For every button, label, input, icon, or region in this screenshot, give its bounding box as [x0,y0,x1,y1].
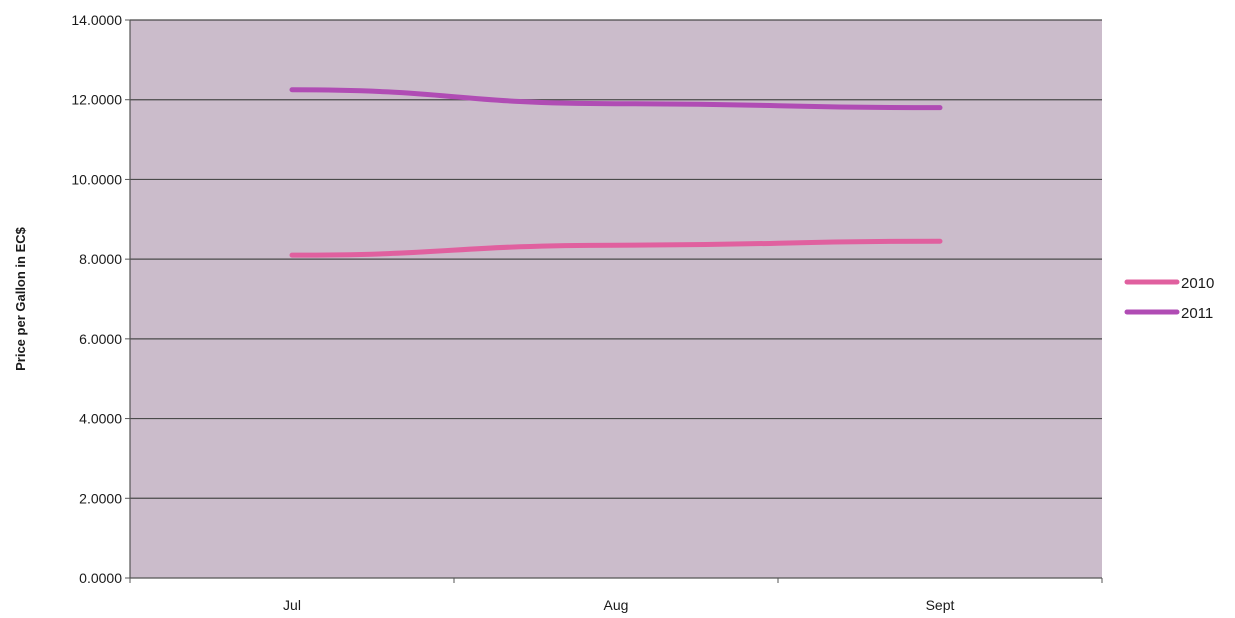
y-tick-label: 2.0000 [79,490,122,506]
x-axis-ticks: Jul Aug Sept [129,578,1103,613]
x-tick-label: Sept [926,597,955,613]
gridlines [130,19,1102,499]
series-line-2010 [289,238,943,258]
y-tick-label: 8.0000 [79,251,122,267]
legend-label-2010: 2010 [1181,275,1214,292]
y-tick-label: 14.0000 [71,12,122,28]
y-tick-label: 0.0000 [79,570,122,586]
x-tick-label: Aug [604,597,629,613]
y-tick-label: 6.0000 [79,331,122,347]
series-lines [289,87,943,258]
plot-area [130,20,1102,578]
y-axis-title: Price per Gallon in EC$ [13,226,28,371]
y-tick-label: 12.0000 [71,92,122,108]
series-line-2011 [289,87,943,111]
legend: 2010 2011 [1124,275,1214,322]
y-axis-ticks: 0.0000 2.0000 4.0000 6.0000 8.0000 10.0000 12.… [71,12,130,586]
x-tick-label: Jul [283,597,301,613]
legend-label-2011: 2011 [1181,305,1213,322]
y-tick-label: 10.0000 [71,171,122,187]
y-tick-label: 4.0000 [79,411,122,427]
axes [129,20,1102,579]
